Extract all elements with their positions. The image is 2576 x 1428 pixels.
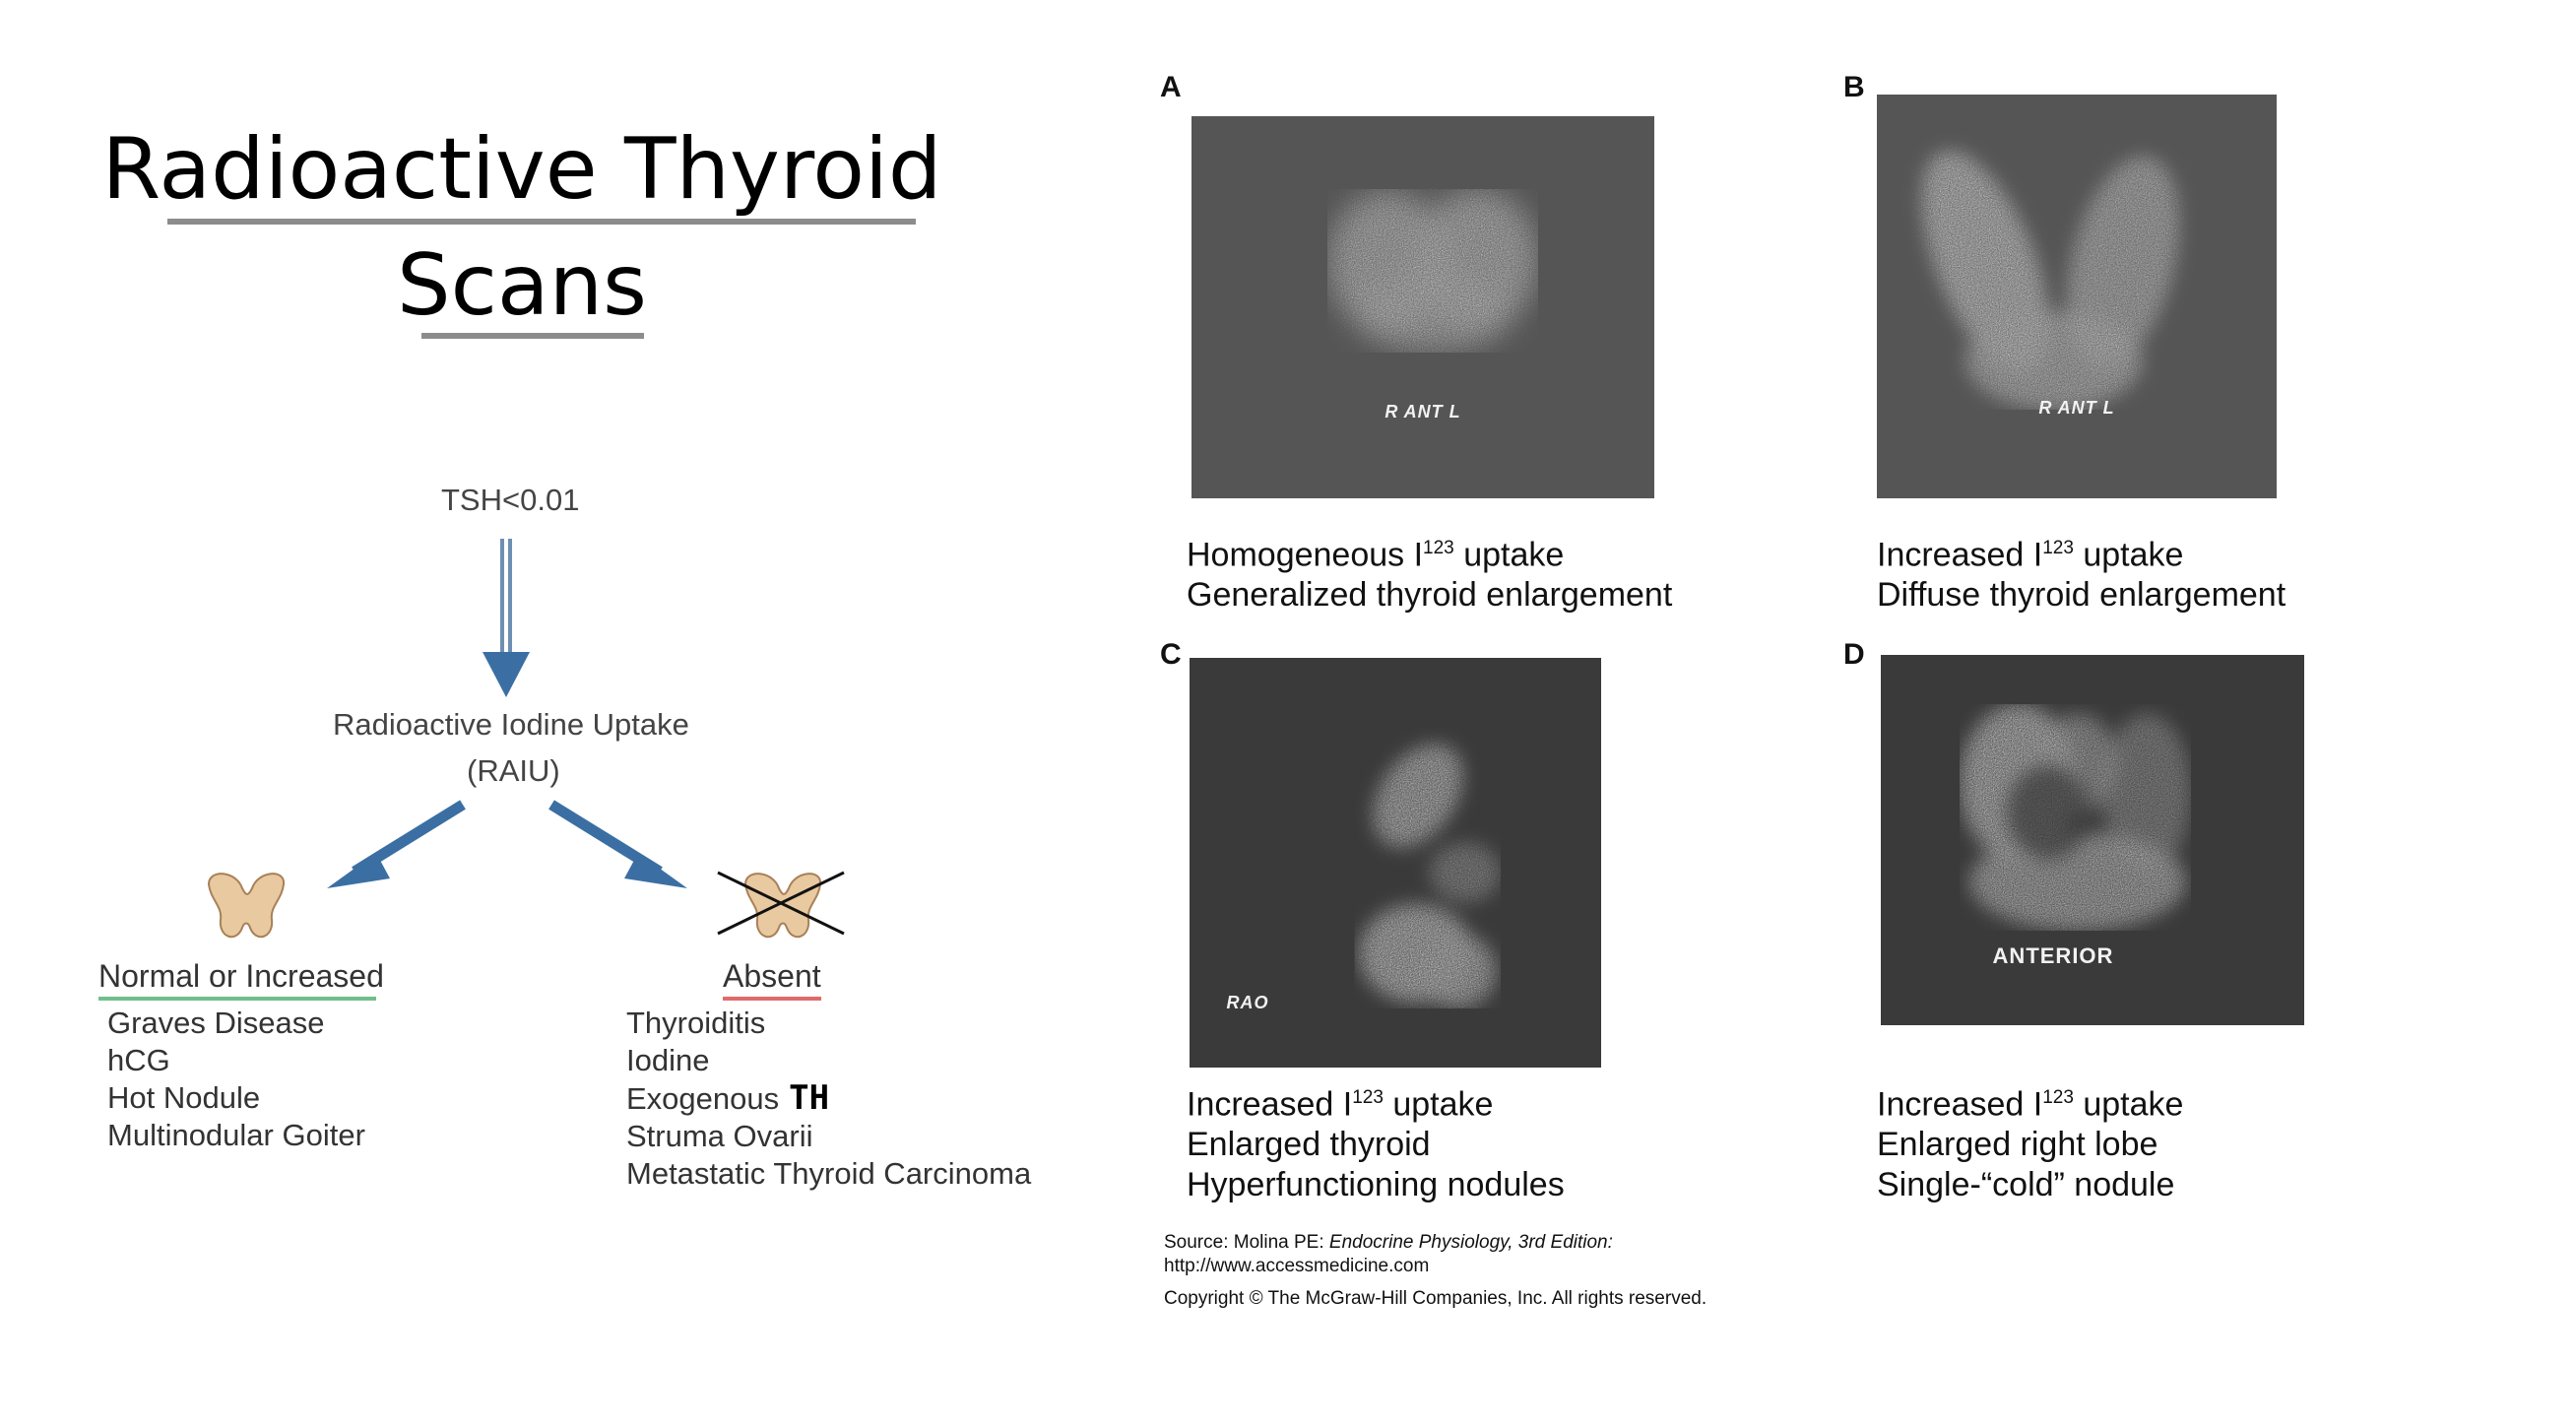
- title-underline-1: [167, 219, 916, 225]
- scan-image-a: R ANT L: [1191, 116, 1654, 498]
- scan-label-c: RAO: [1226, 993, 1269, 1012]
- scan-image-c: RAO: [1190, 658, 1601, 1068]
- category-absent-underline: [723, 997, 821, 1001]
- tsh-start-label: TSH<0.01: [441, 483, 580, 517]
- scan-label-a: R ANT L: [1385, 402, 1461, 422]
- page-title-line-2: Scans: [397, 236, 647, 335]
- cause-item-text: Exogenous: [626, 1081, 780, 1116]
- scan-label-b: R ANT L: [2038, 398, 2115, 418]
- copyright-notice: Copyright © The McGraw-Hill Companies, I…: [1164, 1288, 1707, 1309]
- scan-label-d: ANTERIOR: [1992, 943, 2114, 968]
- cause-item: Iodine: [626, 1043, 710, 1077]
- caption-c-line-3: Hyperfunctioning nodules: [1187, 1166, 1565, 1204]
- category-absent: Absent: [723, 958, 821, 994]
- caption-c-line-2: Enlarged thyroid: [1187, 1126, 1431, 1164]
- raiu-label-line-1: Radioactive Iodine Uptake: [333, 707, 689, 742]
- source-citation: Source: Molina PE: Endocrine Physiology,…: [1164, 1231, 1707, 1311]
- scan-c-uptake: [1359, 744, 1501, 1008]
- category-normal-underline: [98, 997, 376, 1001]
- left-arrow-head: [327, 853, 390, 888]
- source-url: http://www.accessmedicine.com: [1164, 1256, 1430, 1276]
- flowchart-arrows: [327, 539, 687, 888]
- caption-b-line-1: Increased I123 uptake: [1877, 536, 2184, 574]
- caption-b-line-2: Diffuse thyroid enlargement: [1877, 576, 2286, 615]
- caption-a: Homogeneous I123 uptake Generalized thyr…: [1187, 528, 1672, 616]
- cause-item: hCG: [107, 1043, 170, 1077]
- source-line-1: Source: Molina PE: Endocrine Physiology,…: [1164, 1232, 1613, 1253]
- raiu-label-line-2: (RAIU): [467, 753, 560, 788]
- scan-a-uptake: [1327, 189, 1538, 353]
- scan-d-uptake: [1960, 704, 2191, 931]
- caption-d-line-1: Increased I123 uptake: [1877, 1085, 2184, 1124]
- page-title-line-1: Radioactive Thyroid: [101, 120, 942, 219]
- caption-a-line-1: Homogeneous I123 uptake: [1187, 536, 1565, 574]
- scan-image-b: R ANT L: [1877, 95, 2277, 498]
- handwritten-annotation: TH: [789, 1078, 830, 1118]
- thyroid-gland-icon-normal: [207, 873, 285, 939]
- cause-item: Multinodular Goiter: [107, 1118, 365, 1152]
- right-arrow-head: [624, 853, 687, 888]
- panel-letter-a: A: [1160, 71, 1182, 103]
- cross-out-line-2: [717, 871, 845, 936]
- thyroid-gland-icon-absent: [717, 871, 845, 939]
- caption-b: Increased I123 uptake Diffuse thyroid en…: [1877, 528, 2286, 616]
- scan-image-d: ANTERIOR: [1881, 655, 2304, 1025]
- panel-letter-b: B: [1843, 71, 1865, 103]
- causes-list-normal: Graves Disease hCG Hot Nodule Multinodul…: [107, 1005, 365, 1154]
- cause-item: Thyroiditis: [626, 1006, 766, 1040]
- caption-d-line-2: Enlarged right lobe: [1877, 1126, 2158, 1164]
- panel-letter-c: C: [1160, 638, 1182, 671]
- cause-item: Struma Ovarii: [626, 1119, 813, 1153]
- caption-d-line-3: Single-“cold” nodule: [1877, 1166, 2175, 1204]
- scan-b-uptake: [1921, 151, 2180, 410]
- down-arrow-head: [483, 652, 530, 697]
- category-normal-increased: Normal or Increased: [98, 958, 384, 994]
- caption-c-line-1: Increased I123 uptake: [1187, 1085, 1494, 1124]
- panel-letter-d: D: [1843, 638, 1865, 671]
- cause-item: Metastatic Thyroid Carcinoma: [626, 1156, 1032, 1191]
- causes-list-absent: Thyroiditis Iodine Exogenous TH Struma Ov…: [626, 1005, 1031, 1193]
- cause-item: Graves Disease: [107, 1006, 325, 1040]
- cause-item: Hot Nodule: [107, 1080, 261, 1115]
- cause-item: Exogenous TH: [626, 1079, 1031, 1118]
- title-underline-2: [421, 333, 644, 339]
- caption-c: Increased I123 uptake Enlarged thyroid H…: [1187, 1077, 1565, 1205]
- caption-d: Increased I123 uptake Enlarged right lob…: [1877, 1077, 2183, 1205]
- caption-a-line-2: Generalized thyroid enlargement: [1187, 576, 1673, 615]
